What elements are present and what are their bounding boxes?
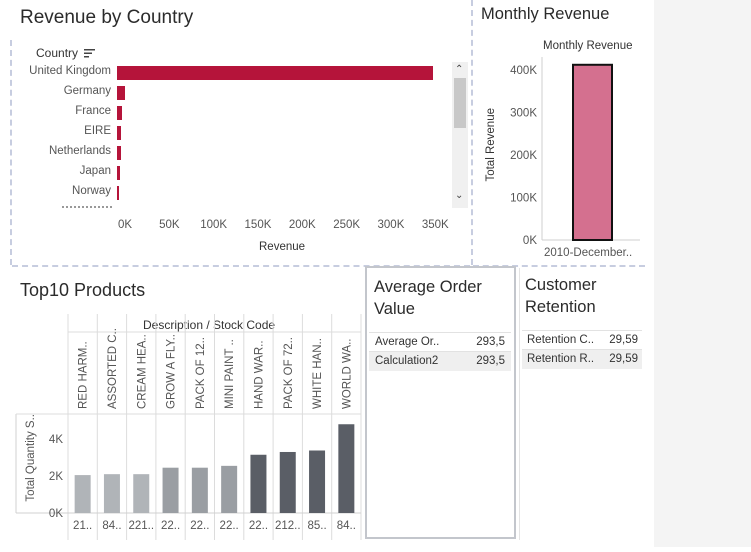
top10-product-bar[interactable] (221, 465, 238, 513)
average-order-value-title: Average Order Value (374, 278, 482, 318)
top10-stock-code: 22.. (220, 520, 239, 532)
monthly-revenue-x-tick: 2010-December.. (544, 247, 633, 259)
top10-product-label: PACK OF 12.. (195, 337, 207, 409)
top10-product-label: PACK OF 72.. (283, 337, 295, 409)
monthly-y-tick: 0K (523, 235, 537, 247)
country-label[interactable]: France (75, 105, 111, 117)
monthly-y-tick: 400K (510, 65, 537, 77)
top10-stock-code: 22.. (190, 520, 209, 532)
top10-product-label: WORLD WA.. (341, 339, 353, 410)
country-label[interactable]: United Kingdom (29, 65, 111, 77)
country-label[interactable]: Norway (72, 185, 111, 197)
aov-row-2-value: 293,5 (476, 355, 505, 367)
top10-product-label: HAND WAR.. (253, 340, 265, 409)
top10-product-label: GROW A FLY.. (166, 334, 178, 409)
customer-retention-card[interactable]: Customer Retention Retention C.. 29,59 R… (520, 268, 654, 388)
country-label[interactable]: Japan (79, 165, 111, 177)
top10-stock-code: 84.. (102, 520, 121, 532)
top10-products-title: Top10 Products (20, 280, 146, 300)
top10-stock-code: 84.. (337, 520, 356, 532)
top10-stock-code: 22.. (161, 520, 180, 532)
monthly-revenue-column-header: Monthly Revenue (543, 40, 633, 52)
top10-product-bar[interactable] (191, 467, 208, 513)
top10-product-label: ASSORTED C.. (107, 328, 119, 409)
divider-vertical-top (471, 0, 473, 265)
monthly-y-tick: 200K (510, 150, 537, 162)
top10-product-label: WHITE HAN.. (312, 338, 324, 409)
top10-stock-code: 22.. (249, 520, 268, 532)
top10-product-bar[interactable] (103, 474, 120, 513)
retention-row-1[interactable]: Retention C.. 29,59 (522, 330, 642, 350)
scroll-down-icon[interactable]: ⌄ (455, 190, 464, 201)
retention-row-2-value: 29,59 (609, 353, 638, 365)
top10-stock-code: 85.. (307, 520, 326, 532)
top10-y-tick: 4K (49, 434, 63, 446)
country-scrollbar[interactable]: ⌃ ⌄ (452, 62, 468, 208)
monthly-y-tick: 300K (510, 107, 537, 119)
top10-products-chart: 0K 2K 4K RED HARM.. 21.. ASSORTED C.. 84.. CREA… (0, 0, 365, 547)
scrollbar-thumb[interactable] (454, 78, 466, 128)
divider-vertical-right-bottom (519, 268, 520, 540)
top10-y-tick: 2K (49, 471, 63, 483)
top10-product-label: MINI PAINT .. (224, 339, 236, 409)
country-label[interactable]: Germany (63, 85, 111, 97)
top10-product-bar[interactable] (279, 451, 296, 513)
top10-product-bar[interactable] (162, 467, 179, 513)
monthly-revenue-chart: 0K 100K 200K 300K 400K (0, 0, 654, 265)
country-header[interactable]: Country (36, 46, 96, 61)
country-bar[interactable] (117, 106, 122, 120)
top10-product-bar[interactable] (133, 474, 150, 513)
scroll-up-icon[interactable]: ⌃ (455, 64, 464, 75)
top10-y-tick: 0K (49, 508, 63, 520)
country-label[interactable]: Netherlands (48, 145, 111, 157)
country-header-label: Country (36, 46, 79, 60)
aov-row-1[interactable]: Average Or.. 293,5 (369, 332, 511, 352)
divider-horizontal-right (473, 265, 645, 267)
right-gutter (654, 0, 751, 547)
customer-retention-title: Customer Retention (525, 276, 597, 316)
country-bar[interactable] (117, 166, 121, 180)
retention-row-1-value: 29,59 (609, 334, 638, 346)
top10-product-bar[interactable] (309, 450, 326, 513)
country-label[interactable]: EIRE (84, 125, 111, 137)
country-bar[interactable] (117, 186, 119, 200)
monthly-revenue-bar[interactable] (572, 63, 613, 241)
country-x-axis-label: Revenue (259, 241, 306, 253)
monthly-revenue-title: Monthly Revenue (481, 5, 610, 23)
top10-stock-code: 212.. (275, 520, 301, 532)
top10-product-bar[interactable] (338, 424, 355, 513)
country-bar[interactable] (117, 66, 434, 80)
top10-stock-code: 221.. (128, 520, 154, 532)
top10-products-header: Description / Stock Code (143, 318, 276, 332)
monthly-y-tick: 100K (510, 192, 537, 204)
retention-row-2-label: Retention R.. (527, 353, 595, 365)
top10-stock-code: 21.. (73, 520, 92, 532)
top10-product-bar[interactable] (250, 454, 267, 513)
revenue-by-country-title: Revenue by Country (20, 7, 194, 28)
top10-product-label: CREAM HEA.. (136, 334, 148, 409)
country-bar[interactable] (117, 146, 121, 160)
aov-row-2[interactable]: Calculation2 293,5 (369, 351, 511, 371)
country-bar-area: United Kingdom Germany France EIRE Netherlan… (14, 60, 454, 210)
retention-row-1-label: Retention C.. (527, 334, 595, 346)
country-label-clipped (62, 206, 112, 210)
top10-product-label: RED HARM.. (78, 341, 90, 409)
average-order-value-card[interactable]: Average Order Value Average Or.. 293,5 C… (365, 266, 516, 539)
aov-row-2-label: Calculation2 (375, 355, 439, 367)
top10-product-bar[interactable] (74, 475, 91, 513)
retention-row-2[interactable]: Retention R.. 29,59 (522, 349, 642, 369)
sort-descending-icon[interactable] (84, 47, 96, 61)
aov-row-1-value: 293,5 (476, 336, 505, 348)
country-bar[interactable] (117, 86, 125, 100)
aov-row-1-label: Average Or.. (375, 336, 440, 348)
divider-horizontal-left (12, 265, 470, 267)
divider-vertical-left-top (10, 40, 12, 265)
country-bar[interactable] (117, 126, 121, 140)
